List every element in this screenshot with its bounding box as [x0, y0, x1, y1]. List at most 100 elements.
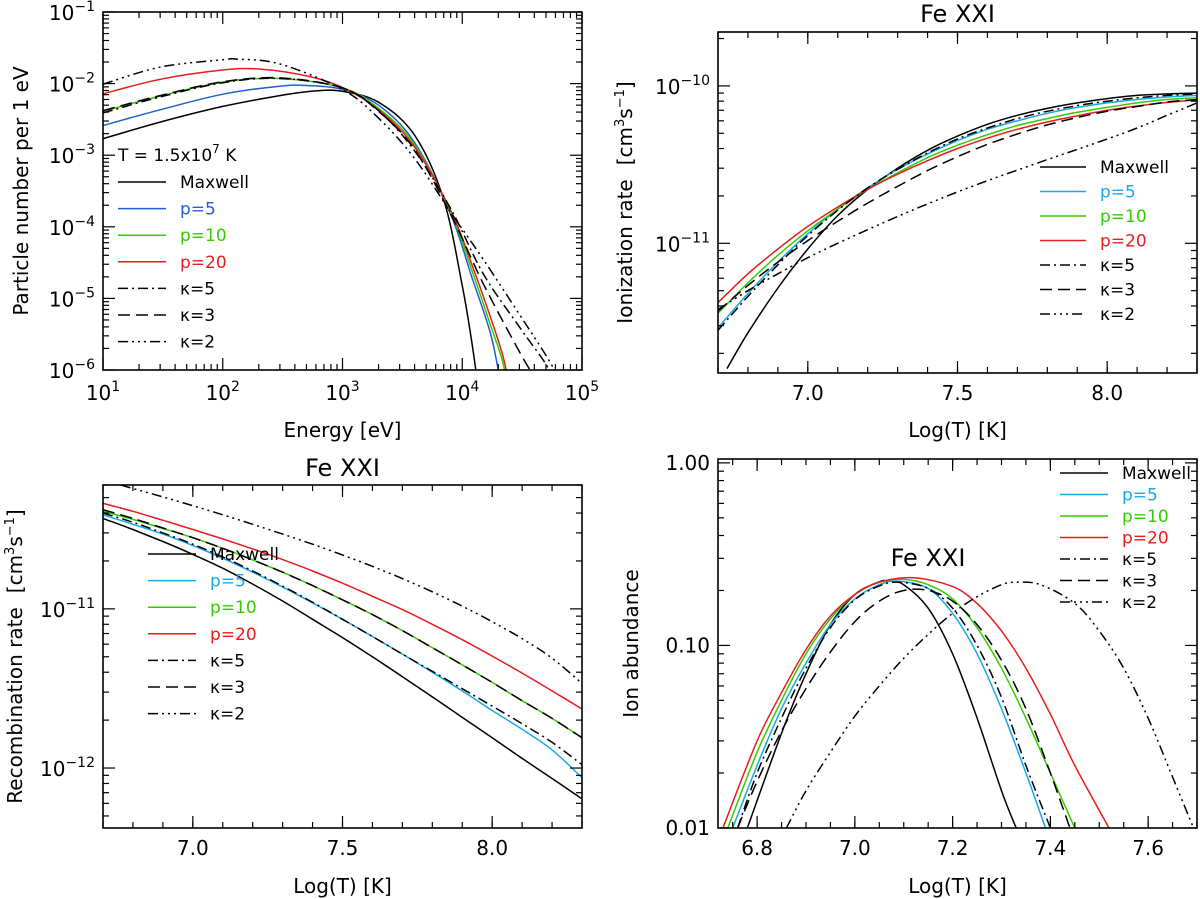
series-line-p10	[103, 77, 506, 370]
legend-label: κ=3	[1100, 281, 1135, 301]
y-axis-label: Recombination rate [cm3s−1]	[3, 509, 27, 803]
y-tick-label: 10−1	[49, 0, 95, 25]
panel-abundance: 6.8 7.0 7.2 7.4 7.6 0.01 0.10 1.00 Log(T) [K] Ion…	[619, 451, 1198, 898]
panel-title: Fe XXI	[920, 0, 995, 28]
x-tick-label-base: 10	[325, 381, 350, 405]
x-tick-label: 102	[206, 379, 240, 405]
y-axis-label: Ionization rate [cm3s−1]	[613, 81, 637, 323]
legend-label: p=20	[180, 253, 227, 273]
x-tick-label: 7.0	[177, 836, 209, 860]
x-tick-label: 7.0	[839, 836, 871, 860]
x-axis-label: Log(T) [K]	[908, 874, 1007, 898]
series-line-p10	[718, 97, 1197, 314]
axes-frame	[717, 458, 1198, 829]
y-tick-label-exp: −6	[74, 357, 95, 373]
x-tick-label: 101	[86, 379, 120, 405]
legend-label: Maxwell	[1122, 464, 1191, 484]
x-tick-label: 7.5	[942, 381, 974, 405]
series-line-2	[120, 485, 582, 684]
annotation-unit: K	[220, 146, 237, 166]
y-tick-label-base: 10	[40, 598, 65, 622]
legend-label: κ=5	[210, 651, 245, 671]
x-tick-label: 7.0	[792, 381, 824, 405]
legend-label: p=10	[1100, 207, 1147, 227]
y-tick-label: 10−10	[655, 73, 710, 99]
legend-label: κ=5	[1100, 256, 1135, 276]
legend-label: Maxwell	[1100, 158, 1169, 178]
y-axis-label: Particle number per 1 eV	[9, 66, 33, 316]
x-tick-label-exp: 4	[471, 379, 480, 395]
y-tick-label: 10−11	[655, 230, 710, 256]
y-axis: 10−110−210−310−410−510−6	[49, 0, 582, 383]
series-line-2	[785, 581, 1195, 828]
x-tick-label-base: 10	[206, 381, 231, 405]
y-tick-label-base: 10	[655, 232, 680, 256]
y-tick-label: 10−3	[49, 142, 95, 168]
legend-label: κ=2	[1122, 593, 1157, 613]
y-unit-c: ]	[3, 509, 27, 517]
y-unit-sup1: 3	[613, 119, 628, 127]
series-line-3	[718, 98, 1197, 312]
y-unit-a: [cm	[3, 555, 27, 593]
x-tick-label: 8.0	[1091, 381, 1123, 405]
series-line-p20	[718, 99, 1197, 304]
y-tick-label-exp: −5	[74, 285, 95, 301]
y-unit-b: s	[3, 536, 27, 546]
y-tick-label: 10−5	[49, 285, 95, 311]
series-line-3	[103, 76, 531, 370]
series-line-p20	[722, 576, 1110, 828]
y-axis-label-main: Recombination rate	[3, 607, 27, 804]
series-line-maxwell	[726, 92, 1197, 369]
x-axis: 7.0 7.5 8.0	[102, 485, 583, 860]
y-axis-label: Ion abundance	[619, 569, 643, 717]
series-line-p20	[103, 67, 508, 370]
y-axis: 0.01 0.10 1.00	[665, 451, 1197, 840]
y-tick-label-base: 10	[655, 75, 680, 99]
y-tick-label: 10−11	[40, 596, 95, 622]
y-unit-sup2: −1	[613, 89, 628, 108]
y-tick-label-exp: −10	[680, 73, 710, 89]
series-line-maxwell	[103, 517, 582, 800]
y-tick-label-exp: −4	[74, 214, 95, 230]
series-line-5	[103, 512, 582, 766]
x-axis-label: Log(T) [K]	[908, 418, 1007, 442]
y-axis-label-main: Ionization rate	[613, 179, 637, 323]
y-tick-label: 10−2	[49, 71, 95, 97]
x-tick-label-base: 10	[86, 381, 111, 405]
series-line-maxwell	[746, 579, 1017, 828]
legend-label: κ=3	[210, 678, 245, 698]
series-line-p5	[103, 84, 500, 370]
y-tick-label-exp: −3	[74, 142, 95, 158]
y-tick-label: 10−12	[40, 755, 95, 781]
series-line-5	[736, 581, 1052, 828]
legend-label: p=10	[180, 226, 227, 246]
panel-title: Fe XXI	[305, 454, 380, 482]
x-tick-label: 8.0	[476, 836, 508, 860]
x-tick-label: 104	[445, 379, 479, 405]
legend-label: κ=3	[180, 306, 215, 326]
series-line-p20	[103, 502, 582, 710]
y-unit-b: s	[613, 108, 637, 118]
legend-label: p=10	[1122, 507, 1169, 527]
series-line-p5	[731, 580, 1047, 828]
temperature-annotation: T = 1.5x107 K	[117, 142, 237, 166]
x-tick-label: 103	[325, 379, 359, 405]
panel-distribution: 101 102 103 104 10510−110−210−310−410−510−6E…	[9, 0, 599, 442]
legend-label: p=5	[1122, 486, 1158, 506]
legend-label: p=10	[210, 598, 257, 618]
series-line-5	[718, 93, 1197, 331]
y-tick-label-base: 10	[49, 144, 74, 168]
y-tick-label-base: 10	[49, 359, 74, 383]
legend-label: p=20	[1100, 232, 1147, 252]
x-axis: 101 102 103 104 105	[86, 12, 599, 405]
series-line-p5	[718, 94, 1197, 329]
annotation-text: T = 1.5x10	[117, 146, 212, 166]
series-group	[722, 576, 1195, 828]
